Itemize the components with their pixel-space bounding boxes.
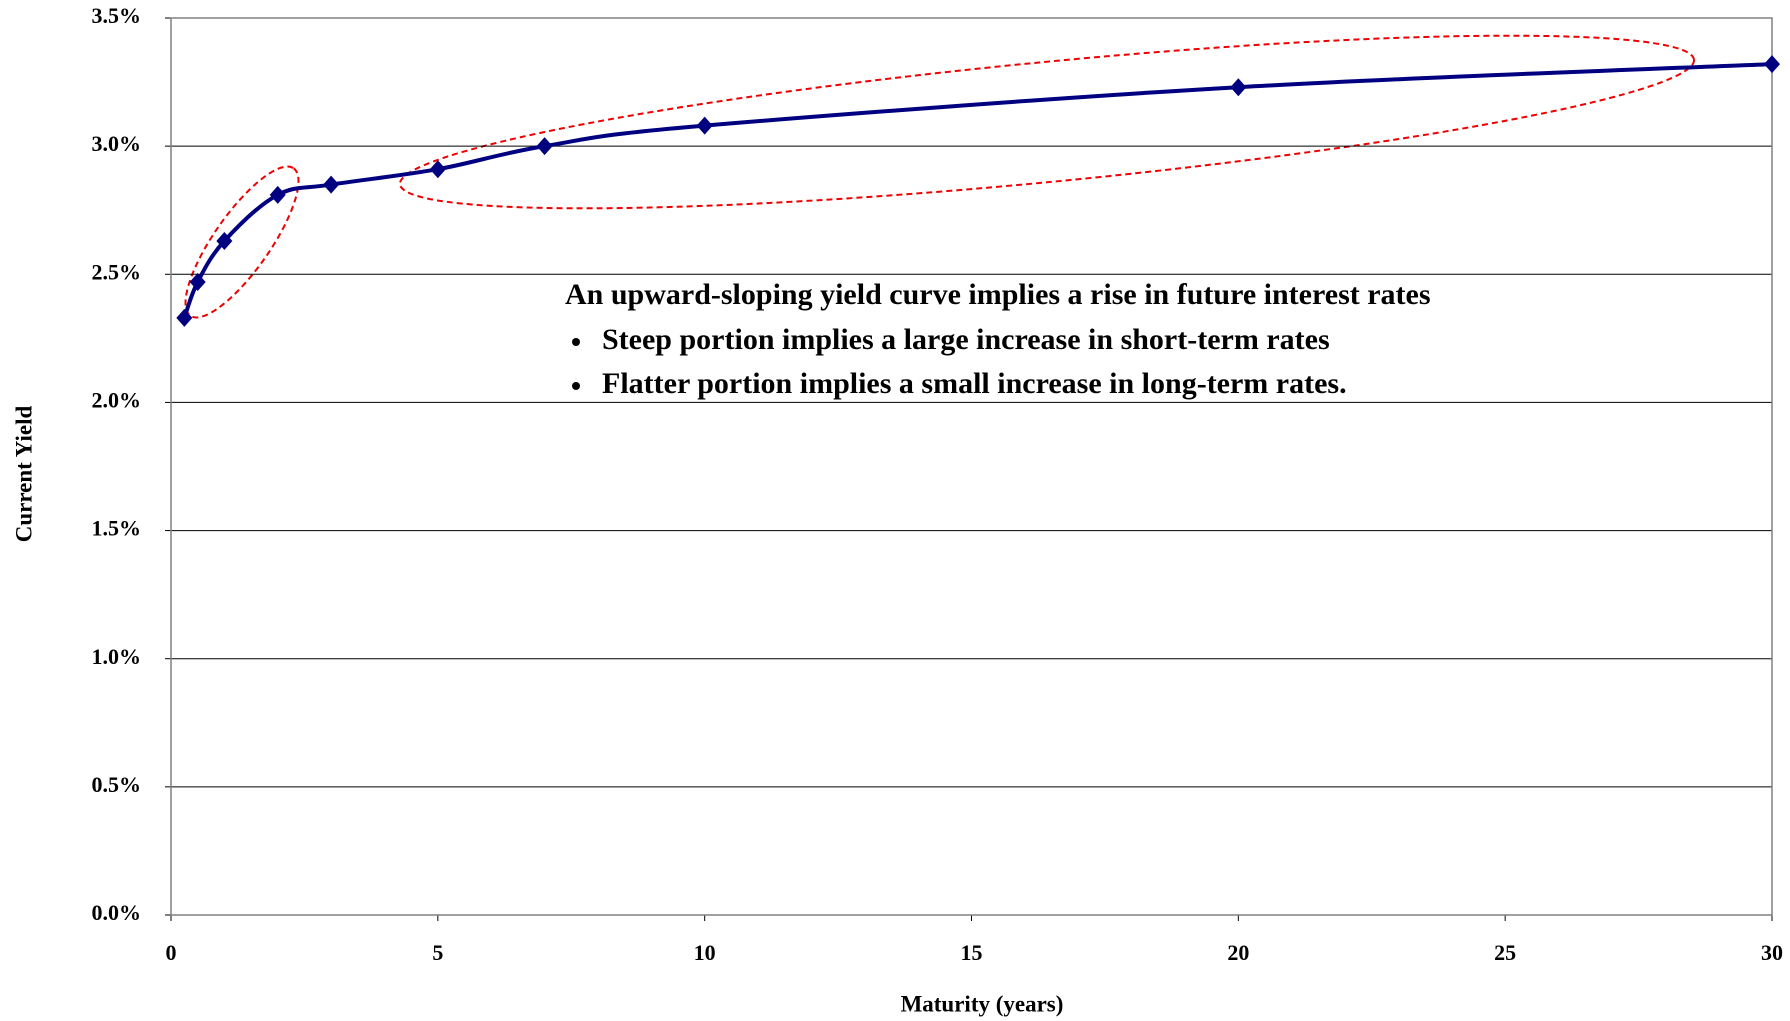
bullet [572,382,580,390]
y-axis-title: Current Yield [11,406,36,543]
x-tick-label: 10 [694,940,716,965]
highlight-ellipse [398,34,1696,210]
bullet [572,338,580,346]
data-point [216,231,233,250]
data-point [696,116,713,135]
data-point [1230,78,1247,97]
data-point [536,137,553,156]
y-tick-label: 2.5% [92,259,142,284]
y-tick-label: 3.5% [92,3,142,28]
x-axis-title: Maturity (years) [901,991,1064,1016]
plot-frame [170,17,1773,916]
y-tick-label: 0.0% [92,900,142,925]
x-tick-label: 20 [1227,940,1249,965]
y-tick-label: 2.0% [92,387,142,412]
data-point [323,175,340,194]
data-point [189,272,206,291]
annotation-text: Steep portion implies a large increase i… [602,323,1330,356]
data-point [269,185,286,204]
annotation-text: Flatter portion implies a small increase… [602,367,1347,400]
highlight-ellipse [184,165,300,319]
x-tick-label: 15 [961,940,983,965]
data-point [176,308,193,327]
y-tick-label: 1.5% [92,516,142,541]
x-tick-label: 0 [166,940,177,965]
y-tick-label: 1.0% [92,644,142,669]
x-tick-label: 30 [1761,940,1783,965]
annotation: An upward-sloping yield curve implies a … [565,278,1431,400]
y-tick-label: 3.0% [92,131,142,156]
annotation-text: An upward-sloping yield curve implies a … [565,278,1431,311]
data-point [429,160,446,179]
x-tick-label: 5 [432,940,443,965]
x-tick-label: 25 [1494,940,1516,965]
y-tick-label: 0.5% [92,772,142,797]
data-point [1764,55,1780,74]
